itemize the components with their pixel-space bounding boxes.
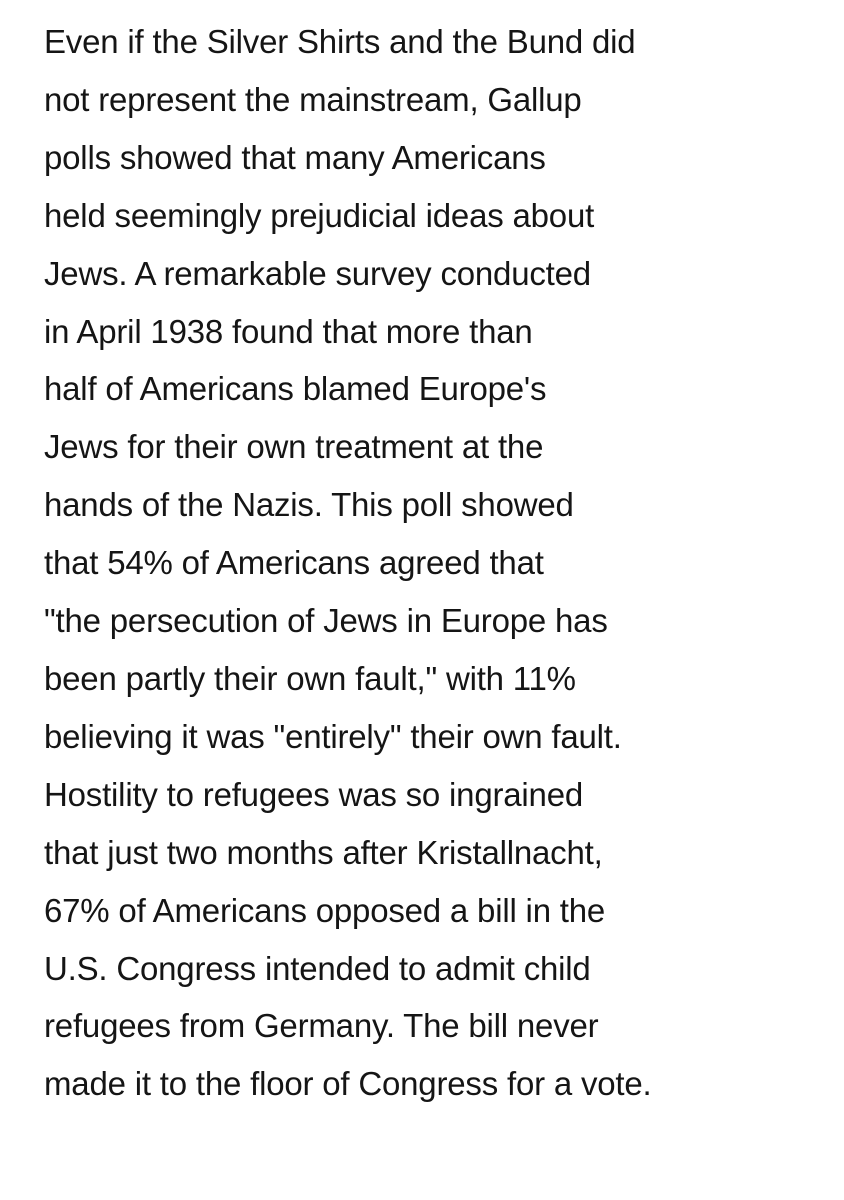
text-line: been partly their own fault," with 11%: [44, 659, 576, 697]
text-line: not represent the mainstream, Gallup: [44, 80, 582, 118]
text-line: U.S. Congress intended to admit child: [44, 949, 591, 987]
text-line: refugees from Germany. The bill never: [44, 1007, 599, 1045]
text-line: held seemingly prejudicial ideas about: [44, 196, 595, 234]
text-line: Jews for their own treatment at the: [44, 428, 544, 466]
text-line: Even if the Silver Shirts and the Bund d…: [44, 23, 636, 60]
paragraph: Even if the Silver Shirts and the Bund d…: [44, 13, 844, 1113]
text-line: polls showed that many Americans: [44, 138, 546, 176]
text-line: "the persecution of Jews in Europe has: [44, 602, 608, 640]
text-line: hands of the Nazis. This poll showed: [44, 486, 574, 524]
text-line: Jews. A remarkable survey conducted: [44, 254, 591, 292]
text-line: Hostility to refugees was so ingrained: [44, 775, 584, 813]
text-line: made it to the floor of Congress for a v…: [44, 1065, 652, 1103]
text-line: believing it was "entirely" their own fa…: [44, 717, 622, 755]
text-line: that 54% of Americans agreed that: [44, 544, 544, 582]
text-line: that just two months after Kristallnacht…: [44, 833, 603, 871]
text-line: 67% of Americans opposed a bill in the: [44, 891, 606, 929]
text-line: half of Americans blamed Europe's: [44, 370, 547, 408]
text-line: in April 1938 found that more than: [44, 312, 533, 350]
